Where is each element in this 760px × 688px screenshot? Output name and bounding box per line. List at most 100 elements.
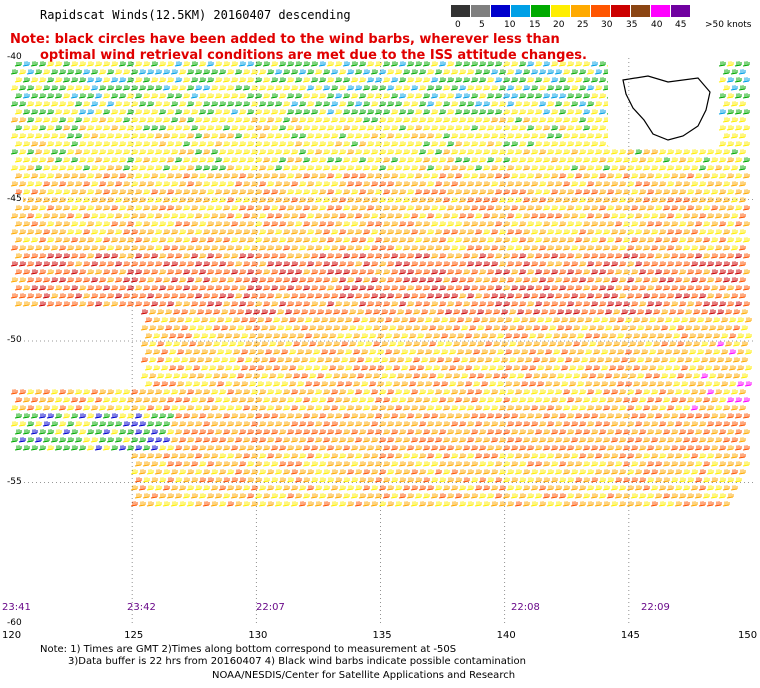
wind-barb [150,253,158,259]
wind-barb [326,109,334,115]
wind-barb [382,205,390,211]
wind-barb [682,469,690,475]
wind-barb [534,461,542,467]
wind-barb [374,445,382,451]
wind-barb [258,69,266,75]
wind-barb [614,205,622,211]
wind-barb [668,325,676,331]
wind-barb [398,285,406,291]
wind-barb [388,325,396,331]
wind-barb [638,461,646,467]
wind-barb [166,285,174,291]
wind-barb [290,229,298,235]
wind-barb [450,501,458,507]
wind-barb [594,165,602,171]
wind-barb [638,189,646,195]
wind-barb [334,429,342,435]
wind-barb [538,389,546,395]
wind-barb [732,341,740,347]
wind-barb [474,229,482,235]
wind-barb [106,293,114,299]
wind-barb [526,157,534,163]
wind-barb [702,237,710,243]
wind-barb [590,253,598,259]
wind-barb [202,389,210,395]
wind-barb [334,77,342,83]
wind-barb [638,205,646,211]
wind-barb [390,109,398,115]
wind-barb [266,229,274,235]
wind-barb [94,61,102,67]
wind-barb [146,485,154,491]
wind-barb [166,445,174,451]
wind-barb [638,301,646,307]
wind-barb [34,245,42,251]
wind-barb [266,181,274,187]
wind-barb [568,349,576,355]
wind-barb [450,469,458,475]
wind-barb [730,469,738,475]
wind-barb [118,77,126,83]
wind-barb [660,357,668,363]
wind-barb [230,141,238,147]
wind-barb [716,373,724,379]
wind-barb [394,133,402,139]
wind-barb [486,189,494,195]
wind-barb [476,309,484,315]
wind-barb [294,237,302,243]
wind-barb [236,309,244,315]
wind-barb [162,437,170,443]
wind-barb [344,365,352,371]
wind-barb [554,389,562,395]
wind-barb [654,429,662,435]
wind-barb [390,205,398,211]
wind-barb [584,365,592,371]
wind-barb [176,381,184,387]
wind-barb [370,117,378,123]
wind-barb [130,501,138,507]
wind-barb [348,357,356,363]
wind-barb [432,365,440,371]
wind-barb [296,333,304,339]
wind-barb [484,341,492,347]
wind-barb [22,221,30,227]
wind-barb [326,173,334,179]
wind-barb [574,493,582,499]
wind-barb [534,157,542,163]
wind-barb [218,453,226,459]
wind-barb [430,125,438,131]
wind-barb [714,421,722,427]
wind-barb [438,173,446,179]
wind-barb [594,229,602,235]
wind-barb [408,381,416,387]
wind-barb [38,253,46,259]
wind-barb [198,157,206,163]
wind-barb [286,301,294,307]
wind-barb [246,189,254,195]
wind-barb [214,93,222,99]
wind-barb [254,397,262,403]
wind-barb [546,69,554,75]
wind-barb [308,309,316,315]
wind-barb [398,493,406,499]
wind-barb [544,333,552,339]
wind-barb [170,437,178,443]
wind-barb [522,85,530,91]
wind-barb [58,293,66,299]
wind-barb [666,277,674,283]
wind-barb [522,421,530,427]
wind-barb [346,293,354,299]
wind-barb [192,349,200,355]
wind-barb [362,245,370,251]
wind-barb [306,469,314,475]
wind-barb [738,421,746,427]
wind-barb [526,189,534,195]
wind-barb [620,341,628,347]
wind-barb [590,397,598,403]
wind-barb [142,61,150,67]
wind-barb [328,365,336,371]
wind-barb [346,165,354,171]
wind-barb [114,117,122,123]
wind-barb [118,141,126,147]
wind-barb [514,245,522,251]
